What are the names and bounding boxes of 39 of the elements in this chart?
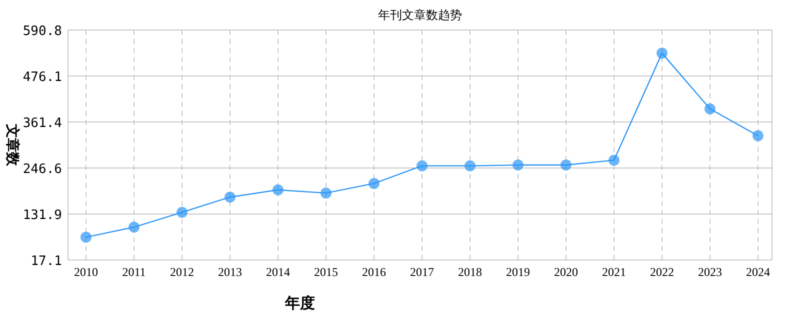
x-tick-label: 2016 xyxy=(362,265,386,279)
point xyxy=(608,154,620,166)
point xyxy=(368,178,380,189)
point xyxy=(704,103,716,114)
x-tick-label: 2018 xyxy=(458,265,482,279)
x-tick-label: 2011 xyxy=(122,265,146,279)
x-axis-title: 年度 xyxy=(284,294,315,312)
point xyxy=(560,160,572,171)
x-tick-label: 2024 xyxy=(746,265,770,279)
x-tick-label: 2013 xyxy=(218,265,242,279)
chart-title: 年刊文章数趋势 xyxy=(378,8,462,22)
point xyxy=(176,206,188,218)
point xyxy=(512,160,524,171)
point xyxy=(416,160,428,172)
point xyxy=(464,160,476,172)
point xyxy=(752,130,764,142)
point xyxy=(80,232,92,243)
x-tick-label: 2010 xyxy=(74,265,98,279)
x-tick-label: 2022 xyxy=(650,265,674,279)
y-tick-label: 590.8 xyxy=(22,24,62,39)
y-tick-label: 131.9 xyxy=(22,208,62,223)
y-tick-label: 361.4 xyxy=(22,116,62,131)
y-tick-label: 17.1 xyxy=(30,254,62,269)
x-tick-label: 2023 xyxy=(698,265,722,279)
x-tick-label: 2019 xyxy=(506,265,530,279)
y-tick-label: 246.6 xyxy=(22,162,62,177)
x-tick-label: 2017 xyxy=(410,265,434,279)
x-tick-label: 2020 xyxy=(554,265,578,279)
point xyxy=(656,48,668,59)
x-tick-label: 2021 xyxy=(602,265,626,279)
point xyxy=(272,184,284,196)
x-tick-label: 2015 xyxy=(314,265,338,279)
x-tick-label: 2014 xyxy=(266,265,290,279)
point xyxy=(128,222,140,233)
y-axis-title: 文章数 xyxy=(4,123,21,167)
y-tick-label: 476.1 xyxy=(22,70,62,85)
x-tick-label: 2012 xyxy=(170,265,194,279)
point xyxy=(320,188,332,199)
point xyxy=(224,192,236,203)
